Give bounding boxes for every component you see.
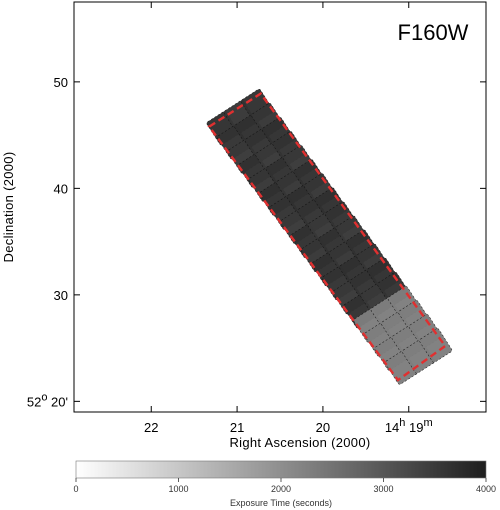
x-axis-label: Right Ascension (2000) xyxy=(229,435,370,450)
colorbar xyxy=(75,460,487,479)
colorbar-tick-label: 2000 xyxy=(271,484,291,494)
colorbar-tick-label: 0 xyxy=(73,484,78,494)
x-tick-label: 14h 19m xyxy=(385,417,433,435)
x-tick-label: 20 xyxy=(316,420,330,435)
y-tick-label: 52o 20' xyxy=(27,391,68,409)
colorbar-tick-label: 4000 xyxy=(476,484,496,494)
x-tick-label: 22 xyxy=(144,420,158,435)
colorbar-label: Exposure Time (seconds) xyxy=(230,498,332,508)
y-tick-label: 50 xyxy=(54,75,68,90)
colorbar-tick-label: 1000 xyxy=(168,484,188,494)
y-tick-label: 40 xyxy=(54,181,68,196)
x-tick-label: 21 xyxy=(230,420,244,435)
colorbar-tick-label: 3000 xyxy=(373,484,393,494)
y-axis-label: Declination (2000) xyxy=(1,152,16,263)
y-tick-label: 30 xyxy=(54,288,68,303)
pointing-tile xyxy=(419,328,453,363)
chart-title: F160W xyxy=(398,20,469,45)
